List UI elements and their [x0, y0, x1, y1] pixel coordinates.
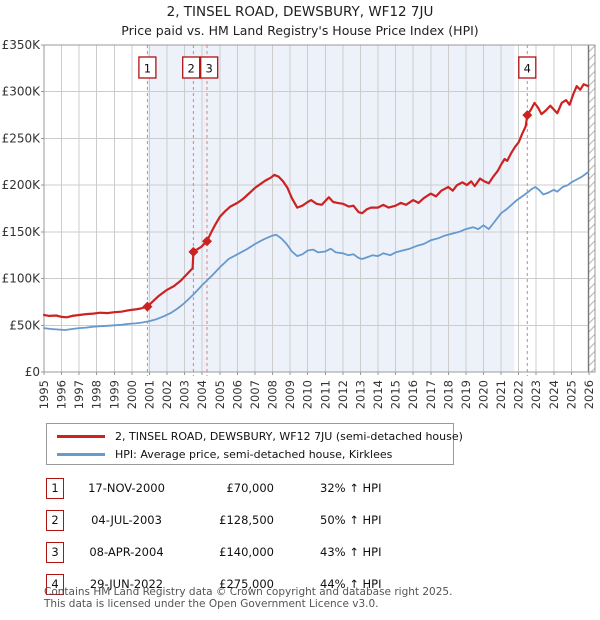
- sale-marker-diamond: [522, 110, 533, 121]
- sale-number-box: [138, 56, 157, 79]
- transaction-number-box: 2: [46, 509, 64, 531]
- ownership-highlight-band: [147, 45, 515, 372]
- transaction-price: £275,000: [219, 577, 274, 591]
- transaction-price: £140,000: [219, 545, 274, 559]
- transaction-hpi-change: 50% ↑ HPI: [320, 513, 382, 527]
- x-axis-tick-label: 2010: [301, 380, 315, 409]
- property-price-line: [42, 83, 590, 319]
- x-axis-tick-label: 2026: [582, 380, 596, 409]
- footer-line-2: This data is licensed under the Open Gov…: [44, 597, 379, 610]
- x-axis-tick-label: 2021: [494, 380, 508, 409]
- x-axis-tick-label: 2023: [529, 380, 543, 409]
- x-axis-tick-label: 1997: [72, 380, 86, 409]
- y-axis-tick-label: £350K: [2, 38, 42, 52]
- x-axis-tick-label: 2012: [336, 380, 350, 409]
- x-axis-tick-label: 2006: [230, 380, 244, 409]
- legend-label-hpi: HPI: Average price, semi-detached house,…: [115, 447, 393, 461]
- property-line-swatch: [57, 434, 105, 438]
- y-axis-tick-label: £200K: [2, 178, 42, 192]
- sale-number-label: 2: [188, 62, 195, 76]
- chart-title: 2, TINSEL ROAD, DEWSBURY, WF12 7JU: [166, 4, 434, 20]
- x-axis-tick-label: 2019: [459, 380, 473, 409]
- future-hatch-band: [588, 45, 595, 372]
- y-axis-tick-label: £0: [25, 365, 40, 379]
- price-history-chart: 1 2 3 4 1995 1996 1997 1998 1999 2000 2001 2002 2003…: [2, 38, 596, 409]
- footer-line-1: Contains HM Land Registry data © Crown c…: [44, 586, 453, 598]
- transaction-date: 29-JUN-2022: [89, 577, 164, 591]
- chart-subtitle: Price paid vs. HM Land Registry's House …: [121, 23, 479, 38]
- sale-number-box: [518, 56, 537, 79]
- x-axis-tick-label: 2009: [283, 380, 297, 409]
- x-axis-tick-label: 2022: [512, 380, 526, 409]
- x-axis-tick-label: 2024: [547, 380, 561, 409]
- x-axis-tick-label: 1996: [55, 380, 69, 409]
- transaction-date: 08-APR-2004: [89, 545, 164, 559]
- sale-marker-diamond: [188, 246, 199, 257]
- sale-number-label: 1: [144, 62, 151, 76]
- x-axis-tick-label: 2011: [318, 380, 332, 409]
- sale-number-box: [200, 56, 219, 79]
- x-axis-tick-label: 2008: [266, 380, 280, 409]
- y-axis-tick-label: £150K: [2, 225, 42, 239]
- x-axis-tick-label: 2017: [424, 380, 438, 409]
- transaction-number-box: 1: [46, 477, 64, 499]
- x-axis-tick-label: 1999: [107, 380, 121, 409]
- x-axis-tick-label: 2015: [389, 380, 403, 409]
- transaction-price: £128,500: [219, 513, 274, 527]
- x-axis-tick-label: 2005: [213, 380, 227, 409]
- transaction-row: 4 29-JUN-2022 £275,000 44% ↑ HPI: [46, 568, 546, 600]
- y-axis-tick-label: £300K: [2, 85, 42, 99]
- transaction-row: 1 17-NOV-2000 £70,000 32% ↑ HPI: [46, 472, 546, 504]
- transaction-date: 04-JUL-2003: [91, 513, 162, 527]
- x-axis-tick-label: 2007: [248, 380, 262, 409]
- y-axis-tick-label: £50K: [9, 318, 41, 332]
- footer: Contains HM Land Registry data © Crown c…: [44, 586, 453, 610]
- x-axis-tick-label: 2016: [406, 380, 420, 409]
- x-axis-tick-label: 2013: [353, 380, 367, 409]
- y-axis-tick-label: £250K: [2, 131, 42, 145]
- x-axis-tick-label: 2020: [477, 380, 491, 409]
- transaction-price: £70,000: [226, 481, 274, 495]
- sale-marker-diamond: [142, 301, 153, 312]
- legend-row-hpi: HPI: Average price, semi-detached house,…: [53, 445, 449, 463]
- legend-label-property: 2, TINSEL ROAD, DEWSBURY, WF12 7JU (semi…: [115, 429, 463, 443]
- transaction-row: 3 08-APR-2004 £140,000 43% ↑ HPI: [46, 536, 546, 568]
- transaction-row: 2 04-JUL-2003 £128,500 50% ↑ HPI: [46, 504, 546, 536]
- x-axis-tick-label: 1998: [90, 380, 104, 409]
- x-axis-tick-label: 2025: [564, 380, 578, 409]
- transaction-hpi-change: 44% ↑ HPI: [320, 577, 382, 591]
- sale-marker-diamond: [202, 236, 212, 247]
- sale-number-label: 3: [206, 62, 213, 76]
- transaction-number-box: 4: [46, 573, 64, 595]
- x-axis-tick-label: 2018: [441, 380, 455, 409]
- x-axis-tick-label: 2002: [160, 380, 174, 409]
- transaction-hpi-change: 32% ↑ HPI: [320, 481, 382, 495]
- transaction-date: 17-NOV-2000: [88, 481, 165, 495]
- x-axis-tick-label: 2003: [178, 380, 192, 409]
- x-axis-tick-label: 2000: [125, 380, 139, 409]
- transactions-table: 1 17-NOV-2000 £70,000 32% ↑ HPI 2 04-JUL-2003…: [46, 472, 546, 600]
- sale-number-label: 4: [524, 62, 531, 76]
- x-axis-tick-label: 1995: [37, 380, 51, 409]
- legend-row-property: 2, TINSEL ROAD, DEWSBURY, WF12 7JU (semi…: [53, 427, 463, 445]
- x-axis-tick-label: 2001: [143, 380, 157, 409]
- transaction-hpi-change: 43% ↑ HPI: [320, 545, 382, 559]
- x-axis-tick-label: 2004: [195, 380, 209, 409]
- transaction-number-box: 3: [46, 541, 64, 563]
- plot-frame: [43, 44, 596, 373]
- sale-number-box: [182, 56, 201, 79]
- legend: 2, TINSEL ROAD, DEWSBURY, WF12 7JU (semi…: [46, 423, 463, 465]
- x-axis-tick-label: 2014: [371, 380, 385, 409]
- y-axis-tick-label: £100K: [2, 272, 42, 286]
- hpi-line: [43, 171, 589, 331]
- hpi-line-swatch: [57, 452, 105, 456]
